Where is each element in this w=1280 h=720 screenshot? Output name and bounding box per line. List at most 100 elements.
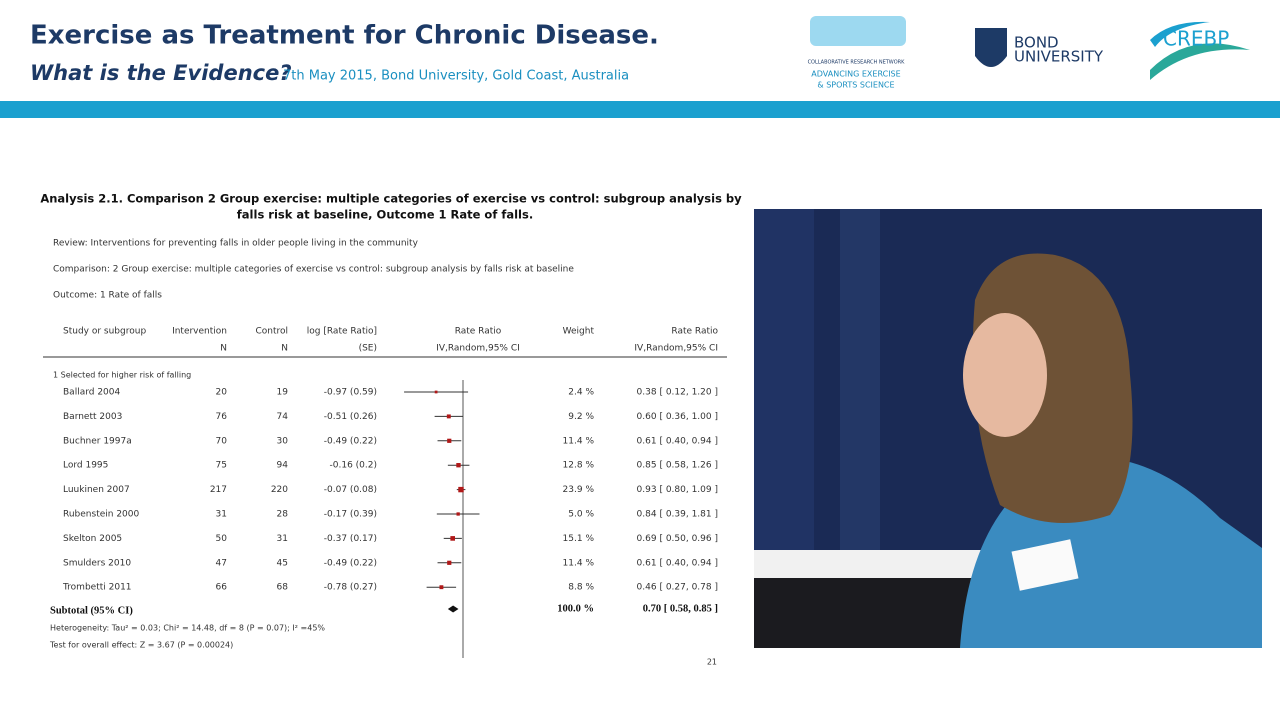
point-estimate: [456, 463, 461, 468]
rate-ratio: 0.38 [ 0.12, 1.20 ]: [637, 388, 718, 398]
log-rate-ratio: -0.49 (0.22): [324, 558, 377, 568]
weight: 23.9 %: [563, 485, 595, 495]
logo-text: COLLABORATIVE RESEARCH NETWORK: [808, 60, 906, 66]
point-estimate: [434, 390, 438, 394]
column-subheader: IV,Random,95% CI: [634, 344, 718, 354]
column-subheader: N: [220, 344, 227, 354]
control-n: 28: [277, 510, 289, 520]
logo-text: CREBP: [1163, 27, 1229, 51]
point-estimate: [439, 585, 444, 590]
log-rate-ratio: -0.49 (0.22): [324, 436, 377, 446]
control-n: 94: [277, 461, 289, 471]
network-logo: COLLABORATIVE RESEARCH NETWORK ADVANCING…: [808, 16, 906, 90]
outcome: Outcome: 1 Rate of falls: [53, 291, 162, 301]
column-header: Rate Ratio: [671, 327, 718, 337]
column-header: Rate Ratio: [455, 327, 502, 337]
overall-effect: Test for overall effect: Z = 3.67 (P = 0…: [49, 641, 233, 650]
header-title: Exercise as Treatment for Chronic Diseas…: [30, 21, 659, 51]
control-n: 19: [277, 388, 289, 398]
log-rate-ratio: -0.07 (0.08): [324, 485, 377, 495]
swoosh: [1150, 21, 1210, 47]
heterogeneity: Heterogeneity: Tau² = 0.03; Chi² = 14.48…: [50, 624, 325, 633]
subtotal-weight: 100.0 %: [557, 603, 594, 614]
control-n: 30: [277, 436, 289, 446]
column-header: Study or subgroup: [63, 327, 146, 337]
weight: 15.1 %: [563, 534, 595, 544]
comparison: Comparison: 2 Group exercise: multiple c…: [53, 265, 574, 275]
weight: 9.2 %: [568, 412, 594, 422]
log-rate-ratio: -0.78 (0.27): [324, 583, 377, 593]
subtotal-diamond: [447, 605, 459, 613]
header-subtitle: What is the Evidence?: [30, 61, 292, 85]
point-estimate: [458, 486, 464, 493]
column-subheader: (SE): [359, 344, 377, 354]
column-subheader: N: [281, 344, 288, 354]
logo-text: ADVANCING EXERCISE: [811, 70, 900, 79]
intervention-n: 217: [210, 485, 227, 495]
analysis-title: Analysis 2.1. Comparison 2 Group exercis…: [40, 192, 742, 206]
log-rate-ratio: -0.51 (0.26): [324, 412, 377, 422]
point-estimate: [450, 536, 455, 541]
rate-ratio: 0.61 [ 0.40, 0.94 ]: [637, 436, 718, 446]
control-n: 220: [271, 485, 288, 495]
column-header: log [Rate Ratio]: [307, 327, 377, 337]
intervention-n: 76: [216, 412, 228, 422]
log-rate-ratio: -0.37 (0.17): [324, 534, 377, 544]
lectern-top: [754, 550, 989, 578]
bond-logo: BOND UNIVERSITY: [975, 28, 1104, 67]
study-name: Skelton 2005: [63, 534, 122, 544]
weight: 11.4 %: [563, 436, 595, 446]
crebp-logo: CREBP: [1150, 21, 1250, 80]
study-name: Barnett 2003: [63, 412, 122, 422]
intervention-n: 70: [216, 436, 228, 446]
control-n: 31: [277, 534, 288, 544]
subtotal-label: Subtotal (95% CI): [50, 605, 133, 616]
point-estimate: [456, 512, 460, 516]
control-n: 68: [277, 583, 289, 593]
log-rate-ratio: -0.97 (0.59): [324, 388, 377, 398]
column-subheader: IV,Random,95% CI: [436, 344, 520, 354]
study-name: Buchner 1997a: [63, 436, 132, 446]
study-name: Smulders 2010: [63, 558, 131, 568]
intervention-n: 66: [216, 583, 228, 593]
subgroup: 1 Selected for higher risk of falling: [53, 371, 191, 380]
review: Review: Interventions for preventing fal…: [53, 239, 419, 249]
logo-text: & SPORTS SCIENCE: [817, 81, 894, 90]
page-number: 21: [707, 658, 717, 667]
swoosh: [1150, 43, 1250, 80]
point-estimate: [446, 414, 451, 419]
forest-plot: Study or subgroup Intervention Control log …: [62, 327, 718, 658]
rate-ratio: 0.61 [ 0.40, 0.94 ]: [637, 558, 718, 568]
column-header: Intervention: [172, 327, 227, 337]
header-event: 7th May 2015, Bond University, Gold Coas…: [283, 69, 629, 84]
control-n: 74: [277, 412, 289, 422]
study-name: Lord 1995: [63, 461, 108, 471]
control-n: 45: [277, 558, 288, 568]
weight: 11.4 %: [563, 558, 595, 568]
weight: 2.4 %: [568, 388, 594, 398]
intervention-n: 47: [216, 558, 227, 568]
log-rate-ratio: -0.16 (0.2): [330, 461, 377, 471]
study-name: Trombetti 2011: [62, 583, 132, 593]
study-name: Luukinen 2007: [63, 485, 130, 495]
analysis-title: falls risk at baseline, Outcome 1 Rate o…: [237, 208, 533, 222]
header-bar: [0, 101, 1280, 118]
log-rate-ratio: -0.17 (0.39): [324, 510, 377, 520]
rate-ratio: 0.84 [ 0.39, 1.81 ]: [637, 510, 718, 520]
rate-ratio: 0.60 [ 0.36, 1.00 ]: [637, 412, 718, 422]
intervention-n: 75: [216, 461, 227, 471]
crest: [975, 28, 1007, 67]
study-name: Ballard 2004: [63, 388, 120, 398]
speaker-video: [754, 209, 1262, 648]
face: [963, 313, 1047, 437]
point-estimate: [447, 438, 452, 443]
intervention-n: 50: [216, 534, 228, 544]
logo-text: BOND: [1014, 34, 1059, 52]
column-header: Weight: [563, 327, 595, 337]
point-estimate: [447, 560, 452, 565]
weight: 12.8 %: [563, 461, 595, 471]
intervention-n: 31: [216, 510, 227, 520]
intervention-n: 20: [216, 388, 228, 398]
